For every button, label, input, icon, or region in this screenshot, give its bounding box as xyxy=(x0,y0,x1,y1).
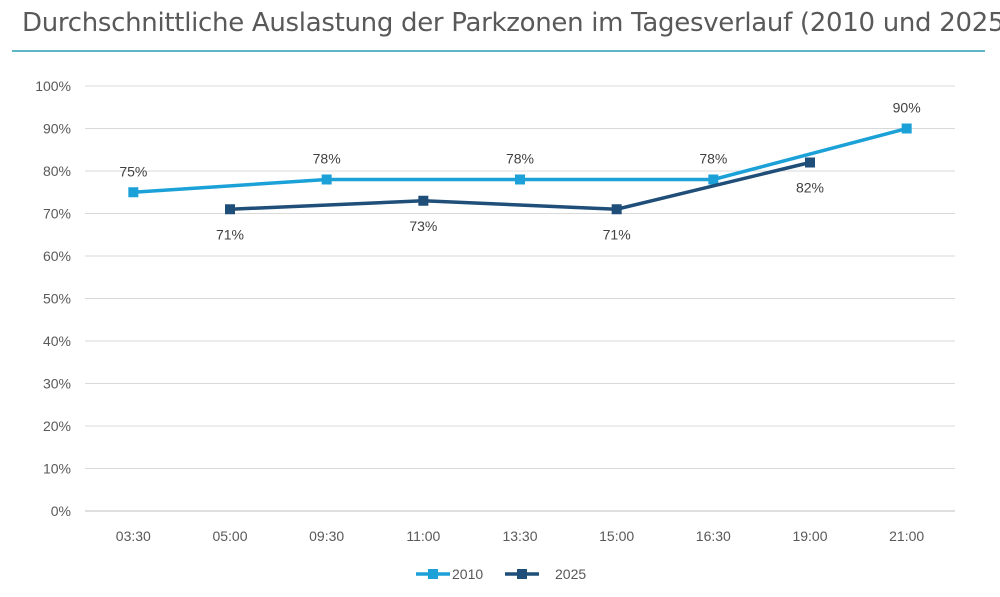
legend-label-2010: 2010 xyxy=(452,566,483,582)
x-tick-label: 16:30 xyxy=(696,528,731,544)
data-point-2025 xyxy=(805,157,815,168)
legend: 2010 2025 xyxy=(416,566,586,582)
y-tick-label: 50% xyxy=(43,291,71,307)
data-point-2010 xyxy=(901,123,912,134)
chart-title: Durchschnittliche Auslastung der Parkzon… xyxy=(22,8,1000,38)
y-tick-label: 20% xyxy=(43,418,71,434)
data-point-2025 xyxy=(611,204,622,215)
y-tick-label: 10% xyxy=(43,461,71,477)
x-tick-label: 09:30 xyxy=(309,528,344,544)
data-label: 90% xyxy=(893,100,921,116)
x-tick-label: 03:30 xyxy=(116,528,151,544)
legend-marker-2010 xyxy=(428,569,438,579)
data-point-2010 xyxy=(515,174,525,185)
series-line-2025 xyxy=(229,160,811,211)
data-labels: 75% 78% 78% 78% 90% 71% 73% 71% 82% xyxy=(119,100,920,243)
y-axis-ticks: 0% 10% 20% 30% 40% 50% 60% 70% 80% 90% 100% xyxy=(35,78,71,519)
data-point-2010 xyxy=(321,174,332,185)
data-point-2010 xyxy=(708,174,719,185)
data-label: 71% xyxy=(216,226,244,242)
x-tick-label: 13:30 xyxy=(502,528,537,544)
x-tick-label: 21:00 xyxy=(889,528,924,544)
y-tick-label: 80% xyxy=(43,163,71,179)
y-tick-label: 90% xyxy=(43,121,71,137)
data-label: 78% xyxy=(506,151,534,167)
legend-marker-2025 xyxy=(517,569,527,579)
x-tick-label: 11:00 xyxy=(406,528,440,544)
y-tick-label: 70% xyxy=(43,206,71,222)
y-tick-label: 100% xyxy=(35,78,71,94)
data-point-2010 xyxy=(128,187,139,198)
data-point-2025 xyxy=(225,204,235,215)
data-label: 75% xyxy=(119,163,147,179)
y-tick-label: 60% xyxy=(43,248,71,264)
data-label: 78% xyxy=(699,151,727,167)
x-tick-label: 19:00 xyxy=(792,528,827,544)
data-label: 71% xyxy=(603,226,631,242)
y-tick-label: 40% xyxy=(43,333,71,349)
gridlines xyxy=(85,85,955,512)
y-tick-label: 30% xyxy=(43,376,71,392)
y-tick-label: 0% xyxy=(51,503,71,519)
data-point-2025 xyxy=(418,195,429,206)
data-label: 73% xyxy=(409,218,437,234)
x-axis-ticks: 03:30 05:00 09:30 11:00 13:30 15:00 16:30 19:00… xyxy=(116,528,925,544)
data-label: 82% xyxy=(796,180,824,196)
x-tick-label: 15:00 xyxy=(599,528,634,544)
x-tick-label: 05:00 xyxy=(212,528,247,544)
data-label: 78% xyxy=(313,151,341,167)
series-lines xyxy=(128,123,912,215)
title-underline xyxy=(12,50,985,52)
legend-label-2025: 2025 xyxy=(555,566,586,582)
